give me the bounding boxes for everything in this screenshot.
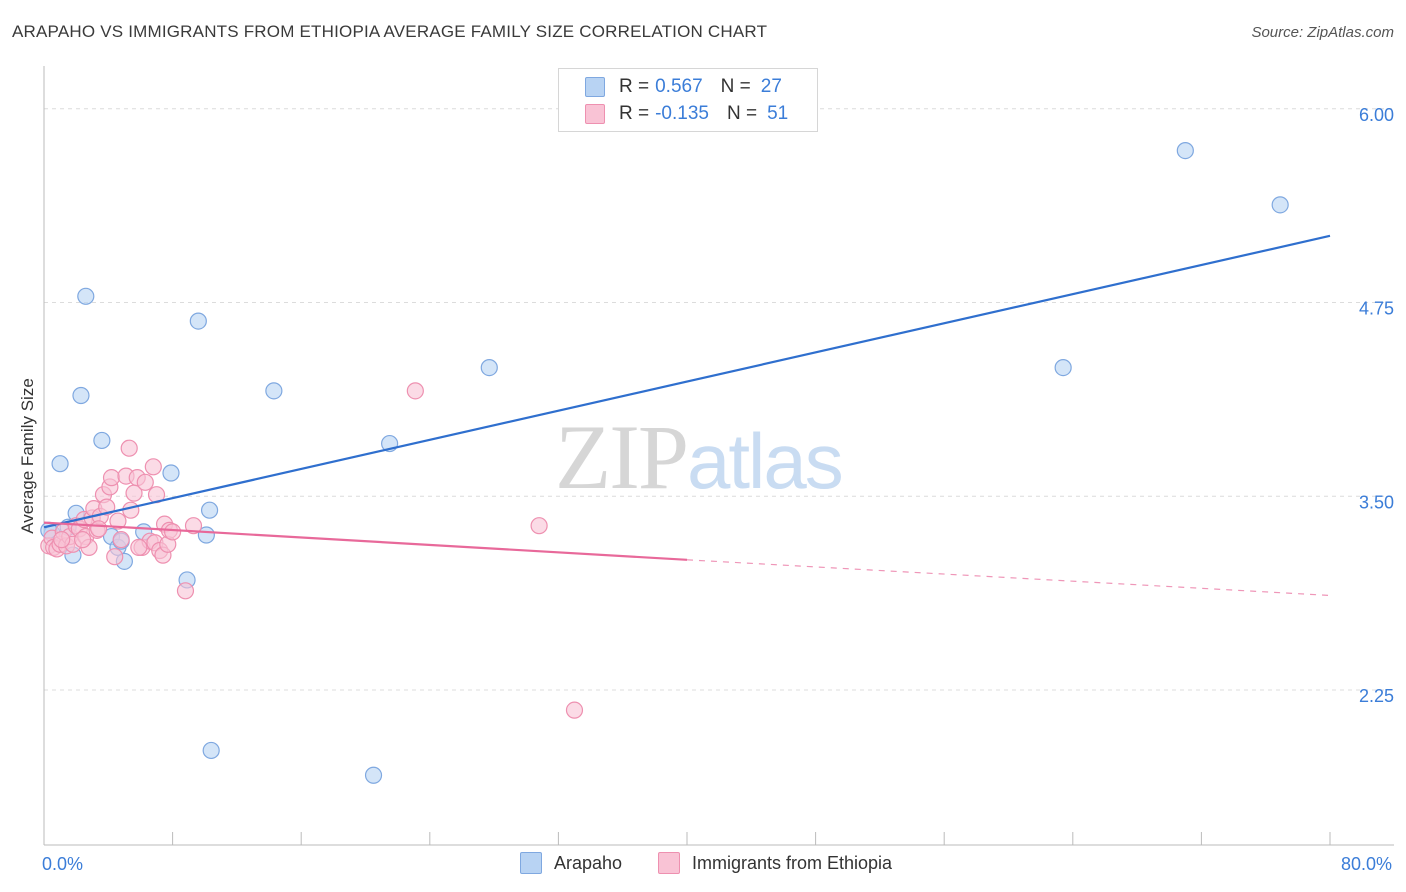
data-point-ethiopia bbox=[109, 512, 127, 530]
data-point-ethiopia bbox=[112, 531, 130, 549]
data-point-arapaho bbox=[364, 766, 383, 784]
data-point-ethiopia bbox=[53, 531, 71, 549]
y-tick-label: 4.75 bbox=[1359, 299, 1394, 319]
trend-line-ethiopia bbox=[43, 521, 688, 561]
data-point-ethiopia bbox=[184, 517, 203, 535]
source-label: Source: ZipAtlas.com bbox=[1251, 24, 1394, 41]
legend-n-label: N = bbox=[726, 103, 758, 124]
watermark: ZIPatlas bbox=[555, 404, 844, 510]
data-point-ethiopia bbox=[136, 473, 154, 491]
data-point-arapaho bbox=[51, 455, 69, 473]
correlation-legend: R = 0.567 N = 27 R = -0.135 N = 51 bbox=[558, 68, 818, 132]
data-point-arapaho bbox=[162, 464, 180, 482]
data-point-ethiopia bbox=[122, 501, 140, 519]
legend-swatch-arapaho bbox=[585, 77, 605, 97]
data-point-arapaho bbox=[1054, 359, 1072, 377]
y-tick-label: 2.25 bbox=[1359, 686, 1394, 706]
data-point-arapaho bbox=[202, 741, 220, 760]
legend-n-value: 27 bbox=[760, 76, 782, 97]
y-tick-label: 3.50 bbox=[1359, 492, 1394, 512]
data-point-arapaho bbox=[189, 312, 207, 330]
data-point-arapaho bbox=[200, 501, 219, 519]
data-point-arapaho bbox=[265, 382, 283, 400]
bottom-legend-swatch-ethiopia bbox=[658, 852, 680, 874]
legend-r-label: R = bbox=[619, 103, 650, 124]
bottom-legend-ethiopia: Immigrants from Ethiopia bbox=[658, 852, 892, 874]
data-point-arapaho bbox=[72, 386, 90, 405]
legend-swatch-ethiopia bbox=[585, 104, 605, 124]
data-point-arapaho bbox=[1176, 142, 1194, 160]
trend-line-arapaho bbox=[43, 234, 1331, 529]
bottom-legend-label-arapaho: Arapaho bbox=[554, 852, 623, 873]
legend-r-value: 0.567 bbox=[655, 76, 703, 97]
data-point-ethiopia bbox=[530, 517, 548, 535]
chart-title: ARAPAHO VS IMMIGRANTS FROM ETHIOPIA AVER… bbox=[12, 22, 768, 41]
data-point-ethiopia bbox=[144, 458, 162, 476]
legend-r-value: -0.135 bbox=[655, 103, 709, 124]
data-point-arapaho bbox=[77, 287, 95, 305]
legend-row-arapaho: R = 0.567 N = 27 bbox=[585, 75, 800, 99]
data-point-ethiopia bbox=[406, 382, 424, 400]
data-point-ethiopia bbox=[90, 520, 108, 538]
x-tick-label: 0.0% bbox=[42, 854, 83, 874]
bottom-legend-arapaho: Arapaho bbox=[520, 852, 622, 874]
data-point-ethiopia bbox=[176, 582, 195, 600]
data-point-ethiopia bbox=[73, 531, 92, 549]
legend-r-label: R = bbox=[619, 76, 650, 97]
trend-line-extension-ethiopia bbox=[686, 559, 1331, 597]
data-point-ethiopia bbox=[106, 548, 124, 566]
x-tick-label: 80.0% bbox=[1341, 854, 1392, 874]
y-axis-label: Average Family Size bbox=[18, 378, 37, 534]
data-point-ethiopia bbox=[565, 701, 584, 719]
bottom-legend-label-ethiopia: Immigrants from Ethiopia bbox=[692, 852, 893, 873]
bottom-legend-swatch-arapaho bbox=[520, 852, 542, 874]
legend-n-value: 51 bbox=[767, 103, 789, 124]
watermark-zip: ZIP bbox=[555, 406, 689, 508]
data-point-arapaho bbox=[93, 431, 111, 450]
data-point-ethiopia bbox=[130, 538, 148, 557]
watermark-atlas: atlas bbox=[687, 417, 844, 505]
data-point-ethiopia bbox=[102, 469, 121, 487]
data-point-ethiopia bbox=[164, 523, 182, 541]
legend-row-ethiopia: R = -0.135 N = 51 bbox=[585, 102, 806, 126]
data-point-arapaho bbox=[480, 359, 498, 377]
data-point-ethiopia bbox=[120, 439, 138, 457]
data-point-arapaho bbox=[1271, 196, 1289, 214]
y-tick-label: 6.00 bbox=[1359, 105, 1394, 125]
legend-n-label: N = bbox=[720, 76, 751, 97]
